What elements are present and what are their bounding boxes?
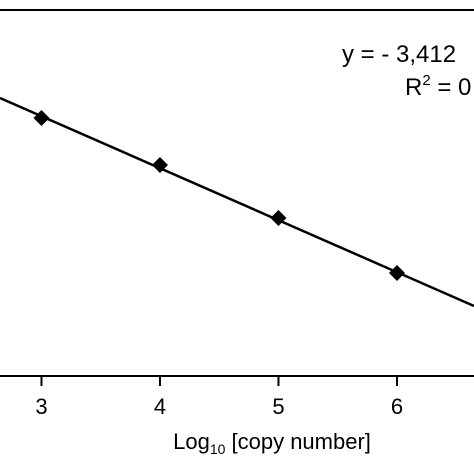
r-squared-label: R2 = 0 xyxy=(405,72,471,101)
equation-label: y = - 3,412 xyxy=(342,41,456,68)
r-squared-rest: = 0 xyxy=(431,74,472,101)
r-squared-superscript: 2 xyxy=(422,72,430,89)
data-point xyxy=(33,110,50,126)
data-point xyxy=(388,265,405,281)
x-axis-label-base: Log xyxy=(173,429,210,454)
x-axis-label-rest: [copy number] xyxy=(225,429,371,454)
data-point xyxy=(151,157,168,173)
x-tick-label: 4 xyxy=(154,394,166,419)
x-axis-label: Log10 [copy number] xyxy=(173,429,371,457)
data-points-group xyxy=(33,110,405,281)
x-tick-label: 3 xyxy=(35,394,47,419)
x-tick-label: 5 xyxy=(272,394,284,419)
x-axis-label-subscript: 10 xyxy=(210,441,226,457)
x-axis-ticks: 3 4 5 6 xyxy=(35,376,403,419)
r-squared-base: R xyxy=(405,74,422,101)
data-point xyxy=(270,210,287,226)
x-tick-label: 6 xyxy=(391,394,403,419)
